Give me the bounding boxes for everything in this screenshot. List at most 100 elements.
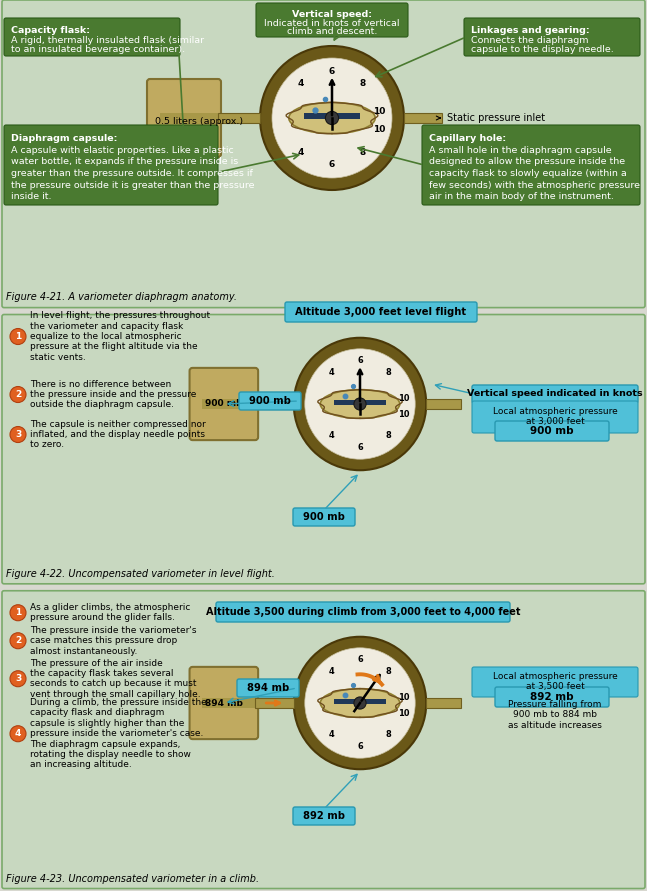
Text: 4: 4 [298,148,304,157]
Text: 8: 8 [386,731,391,740]
Text: designed to allow the pressure inside the: designed to allow the pressure inside th… [429,158,625,167]
Bar [160,112,218,124]
FancyBboxPatch shape [464,18,640,56]
Text: 6: 6 [357,655,363,665]
Circle shape [354,697,366,709]
Text: 10: 10 [373,107,386,116]
Circle shape [10,427,26,443]
Ellipse shape [305,348,415,459]
Text: to an insulated beverage container).: to an insulated beverage container). [11,45,185,54]
Text: 4: 4 [329,666,334,675]
Text: 3: 3 [15,430,21,439]
Ellipse shape [307,650,413,756]
Ellipse shape [260,46,404,190]
Text: Altitude 3,500 during climb from 3,000 feet to 4,000 feet: Altitude 3,500 during climb from 3,000 f… [206,607,520,617]
FancyBboxPatch shape [190,368,258,440]
Text: 3: 3 [15,674,21,683]
Text: In level flight, the pressures throughout
the variometer and capacity flask
equa: In level flight, the pressures throughou… [30,311,210,362]
Text: 6: 6 [329,67,335,76]
Ellipse shape [305,648,415,758]
Bar [404,113,442,123]
Text: 6: 6 [329,160,335,169]
Text: 900 mb: 900 mb [249,396,291,406]
FancyBboxPatch shape [285,302,477,322]
Text: Diaphragm capsule:: Diaphragm capsule: [11,134,117,143]
Circle shape [10,633,26,649]
Text: The capsule is neither compressed nor
inflated, and the display needle points
to: The capsule is neither compressed nor in… [30,420,206,449]
FancyBboxPatch shape [147,79,221,157]
Text: As a glider climbs, the atmospheric
pressure around the glider falls.: As a glider climbs, the atmospheric pres… [30,603,190,623]
Text: Pressure falling from
900 mb to 884 mb
as altitude increases: Pressure falling from 900 mb to 884 mb a… [508,700,602,730]
Ellipse shape [307,351,413,456]
Text: Local atmospheric pressure
at 3,000 feet: Local atmospheric pressure at 3,000 feet [492,407,617,427]
Text: 10: 10 [398,394,410,403]
Text: 900 mb: 900 mb [530,426,574,436]
Text: climb and descent.: climb and descent. [287,28,377,37]
Text: 10: 10 [398,709,410,718]
Text: 8: 8 [386,666,391,675]
Bar [334,699,386,704]
FancyBboxPatch shape [422,125,640,205]
FancyBboxPatch shape [4,18,180,56]
FancyBboxPatch shape [2,315,645,584]
Text: 892 mb: 892 mb [530,692,574,702]
Circle shape [10,726,26,741]
Text: 4: 4 [15,729,21,739]
Text: Local atmospheric pressure
at 3,500 feet: Local atmospheric pressure at 3,500 feet [492,672,617,691]
Text: few seconds) with the atmospheric pressure: few seconds) with the atmospheric pressu… [429,181,640,190]
Text: 894 mb: 894 mb [247,683,289,693]
FancyBboxPatch shape [293,508,355,526]
Text: greater than the pressure outside. It compresses if: greater than the pressure outside. It co… [11,169,253,178]
Text: The pressure inside the variometer's
case matches this pressure drop
almost inst: The pressure inside the variometer's cas… [30,625,197,656]
Text: 1: 1 [15,609,21,617]
Text: 10: 10 [373,126,386,135]
Circle shape [10,605,26,621]
FancyBboxPatch shape [237,679,299,697]
FancyBboxPatch shape [495,421,609,441]
Text: Figure 4-22. Uncompensated variometer in level flight.: Figure 4-22. Uncompensated variometer in… [6,568,275,579]
Text: 4: 4 [298,79,304,88]
Text: 0.5 liters (approx.): 0.5 liters (approx.) [155,118,243,127]
Ellipse shape [275,61,389,176]
Text: Vertical speed:: Vertical speed: [292,10,372,19]
Ellipse shape [294,338,426,470]
Text: 10: 10 [398,692,410,701]
Text: A small hole in the diaphragm capsule: A small hole in the diaphragm capsule [429,146,611,155]
Bar [202,399,255,409]
Text: 6: 6 [357,741,363,751]
Text: 8: 8 [360,148,366,157]
Bar [426,699,461,707]
Text: The pressure of the air inside
the capacity flask takes several
seconds to catch: The pressure of the air inside the capac… [30,658,201,699]
Bar [202,698,255,708]
FancyBboxPatch shape [190,666,258,740]
Text: 1: 1 [15,332,21,341]
Circle shape [10,671,26,687]
Text: Indicated in knots of vertical: Indicated in knots of vertical [264,19,400,28]
Text: 6: 6 [357,443,363,452]
Text: 900 mb: 900 mb [303,512,345,522]
FancyBboxPatch shape [472,385,638,403]
Text: the pressure outside it is greater than the pressure: the pressure outside it is greater than … [11,181,254,190]
Text: Altitude 3,000 feet level flight: Altitude 3,000 feet level flight [296,307,466,317]
FancyBboxPatch shape [4,125,218,205]
Ellipse shape [294,637,426,769]
FancyBboxPatch shape [256,3,408,37]
Text: air in the main body of the instrument.: air in the main body of the instrument. [429,192,614,201]
Bar [255,399,294,409]
FancyBboxPatch shape [495,687,609,707]
Text: A capsule with elastic properties. Like a plastic: A capsule with elastic properties. Like … [11,146,234,155]
Ellipse shape [289,102,375,134]
Text: Connects the diaphragm: Connects the diaphragm [471,36,589,45]
Text: Figure 4-21. A variometer diaphragm anatomy.: Figure 4-21. A variometer diaphragm anat… [6,291,237,302]
Text: 4: 4 [329,368,334,377]
Text: Capillary hole:: Capillary hole: [429,134,506,143]
Bar [304,113,360,119]
Text: Vertical speed indicated in knots: Vertical speed indicated in knots [467,389,643,398]
FancyBboxPatch shape [2,591,645,888]
Text: Static pressure inlet: Static pressure inlet [436,113,545,123]
Text: There is no difference between
the pressure inside and the pressure
outside the : There is no difference between the press… [30,380,197,410]
Text: During a climb, the pressure inside the
capacity flask and diaphragm
capsule is : During a climb, the pressure inside the … [30,698,207,770]
Text: 4: 4 [329,431,334,440]
Text: capsule to the display needle.: capsule to the display needle. [471,45,614,54]
Text: water bottle, it expands if the pressure inside is: water bottle, it expands if the pressure… [11,158,238,167]
